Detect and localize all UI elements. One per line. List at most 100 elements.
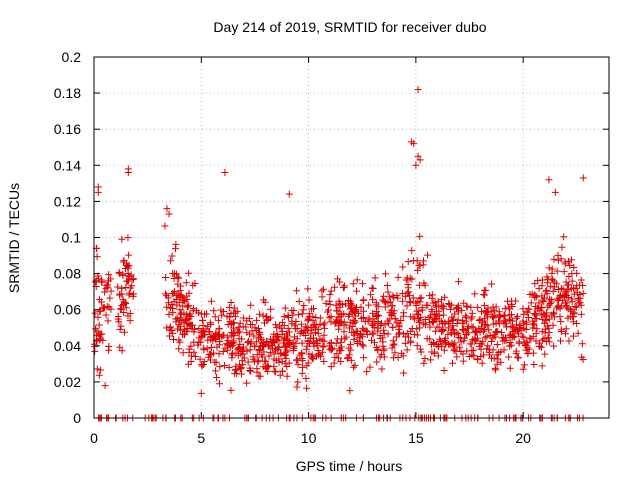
data-point [442, 335, 450, 343]
data-point [210, 307, 218, 315]
data-point [384, 330, 392, 338]
data-point [237, 364, 245, 372]
data-point [449, 315, 457, 323]
data-point [532, 330, 540, 338]
data-point [465, 353, 473, 361]
data-point [340, 328, 348, 336]
data-point [475, 316, 483, 324]
data-point [522, 325, 530, 333]
data-point [176, 338, 184, 346]
data-point [290, 343, 298, 351]
data-point [229, 342, 237, 350]
data-point [416, 345, 424, 353]
data-point [244, 358, 252, 366]
data-point [388, 344, 396, 352]
data-point [117, 322, 125, 330]
data-point [403, 302, 411, 310]
data-point [173, 301, 181, 309]
data-point [283, 348, 291, 356]
data-point [310, 342, 318, 350]
data-point [261, 357, 269, 365]
data-point [572, 303, 580, 311]
x-tick-label: 15 [408, 430, 424, 446]
data-point [394, 354, 402, 362]
y-tick-label: 0.02 [54, 374, 81, 390]
data-point [549, 287, 557, 295]
data-point [289, 311, 297, 319]
data-point [369, 285, 377, 293]
data-point [381, 321, 389, 329]
data-point [281, 360, 289, 368]
data-point [460, 325, 468, 333]
data-point [407, 327, 415, 335]
data-point [413, 310, 421, 318]
data-point [367, 291, 375, 299]
data-point [538, 292, 546, 300]
data-point [290, 307, 298, 315]
data-point [480, 302, 488, 310]
data-point [231, 370, 239, 378]
data-point [372, 301, 380, 309]
data-point [527, 299, 535, 307]
data-point [577, 276, 585, 284]
data-point [125, 277, 133, 285]
data-point [530, 310, 538, 318]
data-point [543, 322, 551, 330]
data-point [436, 338, 444, 346]
data-point [351, 305, 359, 313]
data-point [538, 362, 546, 370]
data-point [116, 343, 124, 351]
data-point [372, 307, 380, 315]
data-point [348, 301, 356, 309]
data-point [213, 343, 221, 351]
data-point [176, 306, 184, 314]
data-point [485, 326, 493, 334]
data-point [216, 337, 224, 345]
data-point [472, 329, 480, 337]
data-point [279, 367, 287, 375]
data-point [505, 311, 513, 319]
data-point [376, 332, 384, 340]
data-point [322, 299, 330, 307]
data-point [91, 347, 99, 355]
data-point [229, 339, 237, 347]
data-point [169, 304, 177, 312]
data-point [334, 313, 342, 321]
data-point [561, 258, 569, 266]
data-point [309, 334, 317, 342]
data-point [557, 284, 565, 292]
data-point [185, 348, 193, 356]
data-point [574, 329, 582, 337]
data-point [525, 305, 533, 313]
data-point [543, 286, 551, 294]
data-point [557, 337, 565, 345]
data-point [299, 306, 307, 314]
data-point [516, 322, 524, 330]
data-point [270, 338, 278, 346]
data-point [345, 344, 353, 352]
y-tick-label: 0.06 [54, 302, 81, 318]
data-point [409, 257, 417, 265]
data-point [223, 312, 231, 320]
data-point [238, 370, 246, 378]
data-point [231, 309, 239, 317]
data-point [125, 273, 133, 281]
data-point [450, 347, 458, 355]
data-point [514, 353, 522, 361]
data-point [388, 306, 396, 314]
data-point [460, 299, 468, 307]
data-point [256, 310, 264, 318]
data-point [94, 313, 102, 321]
data-point [295, 297, 303, 305]
data-point [270, 362, 278, 370]
data-point [260, 338, 268, 346]
data-point [116, 305, 124, 313]
data-point [187, 321, 195, 329]
data-point [183, 292, 191, 300]
data-point [125, 251, 133, 259]
data-point [474, 304, 482, 311]
data-point [432, 302, 440, 310]
data-point [462, 330, 470, 338]
data-point [360, 326, 368, 334]
